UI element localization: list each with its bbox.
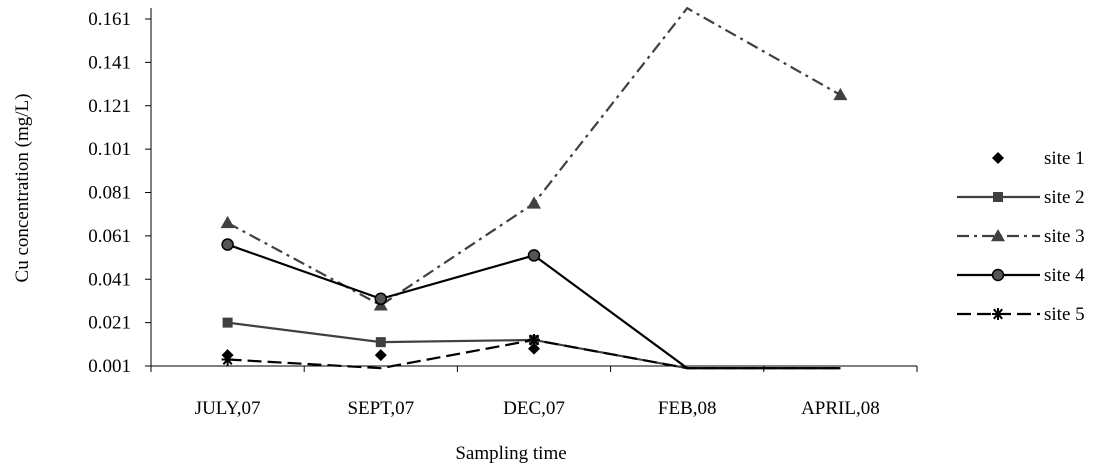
y-tick-label: 0.121 (88, 96, 131, 117)
diamond-marker (992, 152, 1004, 164)
legend: site 1 site 2 site 3 site 4 site 5 (957, 148, 1085, 325)
x-tick-label: APRIL,08 (801, 398, 880, 419)
y-tick-label: 0.001 (88, 356, 131, 377)
star-marker (992, 308, 1004, 320)
x-tick-label: FEB,08 (658, 398, 717, 419)
y-tick-label: 0.061 (88, 226, 131, 247)
star-marker (221, 353, 234, 366)
diamond-marker (528, 342, 540, 355)
square-marker (993, 192, 1003, 202)
triangle-marker (991, 229, 1005, 242)
y-tick-label: 0.081 (88, 183, 131, 204)
y-tick-label: 0.041 (88, 269, 131, 290)
y-tick-label: 0.141 (88, 52, 131, 73)
y-axis-ticks: 0.001 0.021 0.041 0.061 0.081 0.101 0.121 0.141… (88, 9, 151, 377)
y-tick-label: 0.021 (88, 313, 131, 334)
circle-marker (991, 268, 1005, 282)
triangle-marker (220, 215, 235, 229)
legend-item-site-2: site 2 (957, 187, 1085, 208)
legend-item-site-1: site 1 (992, 148, 1085, 169)
diamond-marker (374, 349, 387, 362)
x-tick-label: DEC,07 (503, 398, 565, 419)
x-tick-label: JULY,07 (195, 398, 261, 419)
square-marker (222, 317, 233, 328)
legend-item-site-4: site 4 (957, 265, 1085, 286)
legend-label: site 3 (1044, 226, 1085, 247)
circle-marker (527, 249, 541, 262)
legend-item-site-5: site 5 (957, 304, 1085, 325)
circle-marker (374, 292, 388, 306)
x-tick-label: SEPT,07 (347, 398, 414, 419)
y-tick-label: 0.161 (88, 9, 131, 30)
triangle-marker (527, 196, 541, 209)
star-marker (528, 333, 540, 346)
circle-marker (221, 238, 234, 251)
x-axis-title: Sampling time (455, 443, 566, 464)
x-axis-ticks: JULY,07 SEPT,07 DEC,07 FEB,08 APRIL,08 (150, 366, 918, 419)
y-tick-label: 0.101 (88, 139, 131, 160)
square-marker (375, 337, 386, 348)
series-lines (227, 6, 841, 370)
legend-label: site 2 (1044, 187, 1085, 208)
legend-label: site 5 (1044, 304, 1085, 325)
series-markers (220, 87, 848, 366)
plot-area: 0.001 0.021 0.041 0.061 0.081 0.101 0.121 0.141… (88, 6, 918, 419)
legend-label: site 4 (1044, 265, 1085, 286)
y-axis-title: Cu concentration (mg/L) (12, 94, 33, 283)
triangle-marker (833, 87, 848, 101)
legend-label: site 1 (1044, 148, 1085, 169)
legend-item-site-3: site 3 (957, 226, 1085, 247)
